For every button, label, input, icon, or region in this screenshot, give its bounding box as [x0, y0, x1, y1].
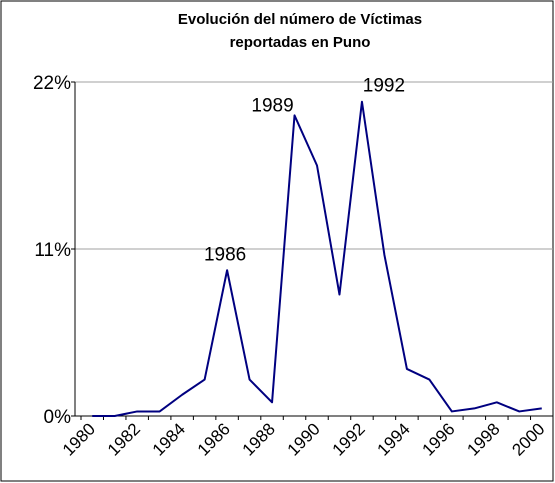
y-tick-label: 0%	[44, 407, 72, 428]
annotation: 1989	[251, 95, 293, 116]
series-line	[92, 100, 542, 417]
y-tick-label: 22%	[33, 73, 71, 94]
chart-title: reportadas en Puno	[230, 34, 371, 51]
annotation: 1992	[363, 76, 405, 97]
chart-title: Evolución del número de Víctimas	[178, 11, 422, 28]
annotation: 1986	[204, 244, 246, 265]
y-tick-label: 11%	[34, 240, 71, 261]
